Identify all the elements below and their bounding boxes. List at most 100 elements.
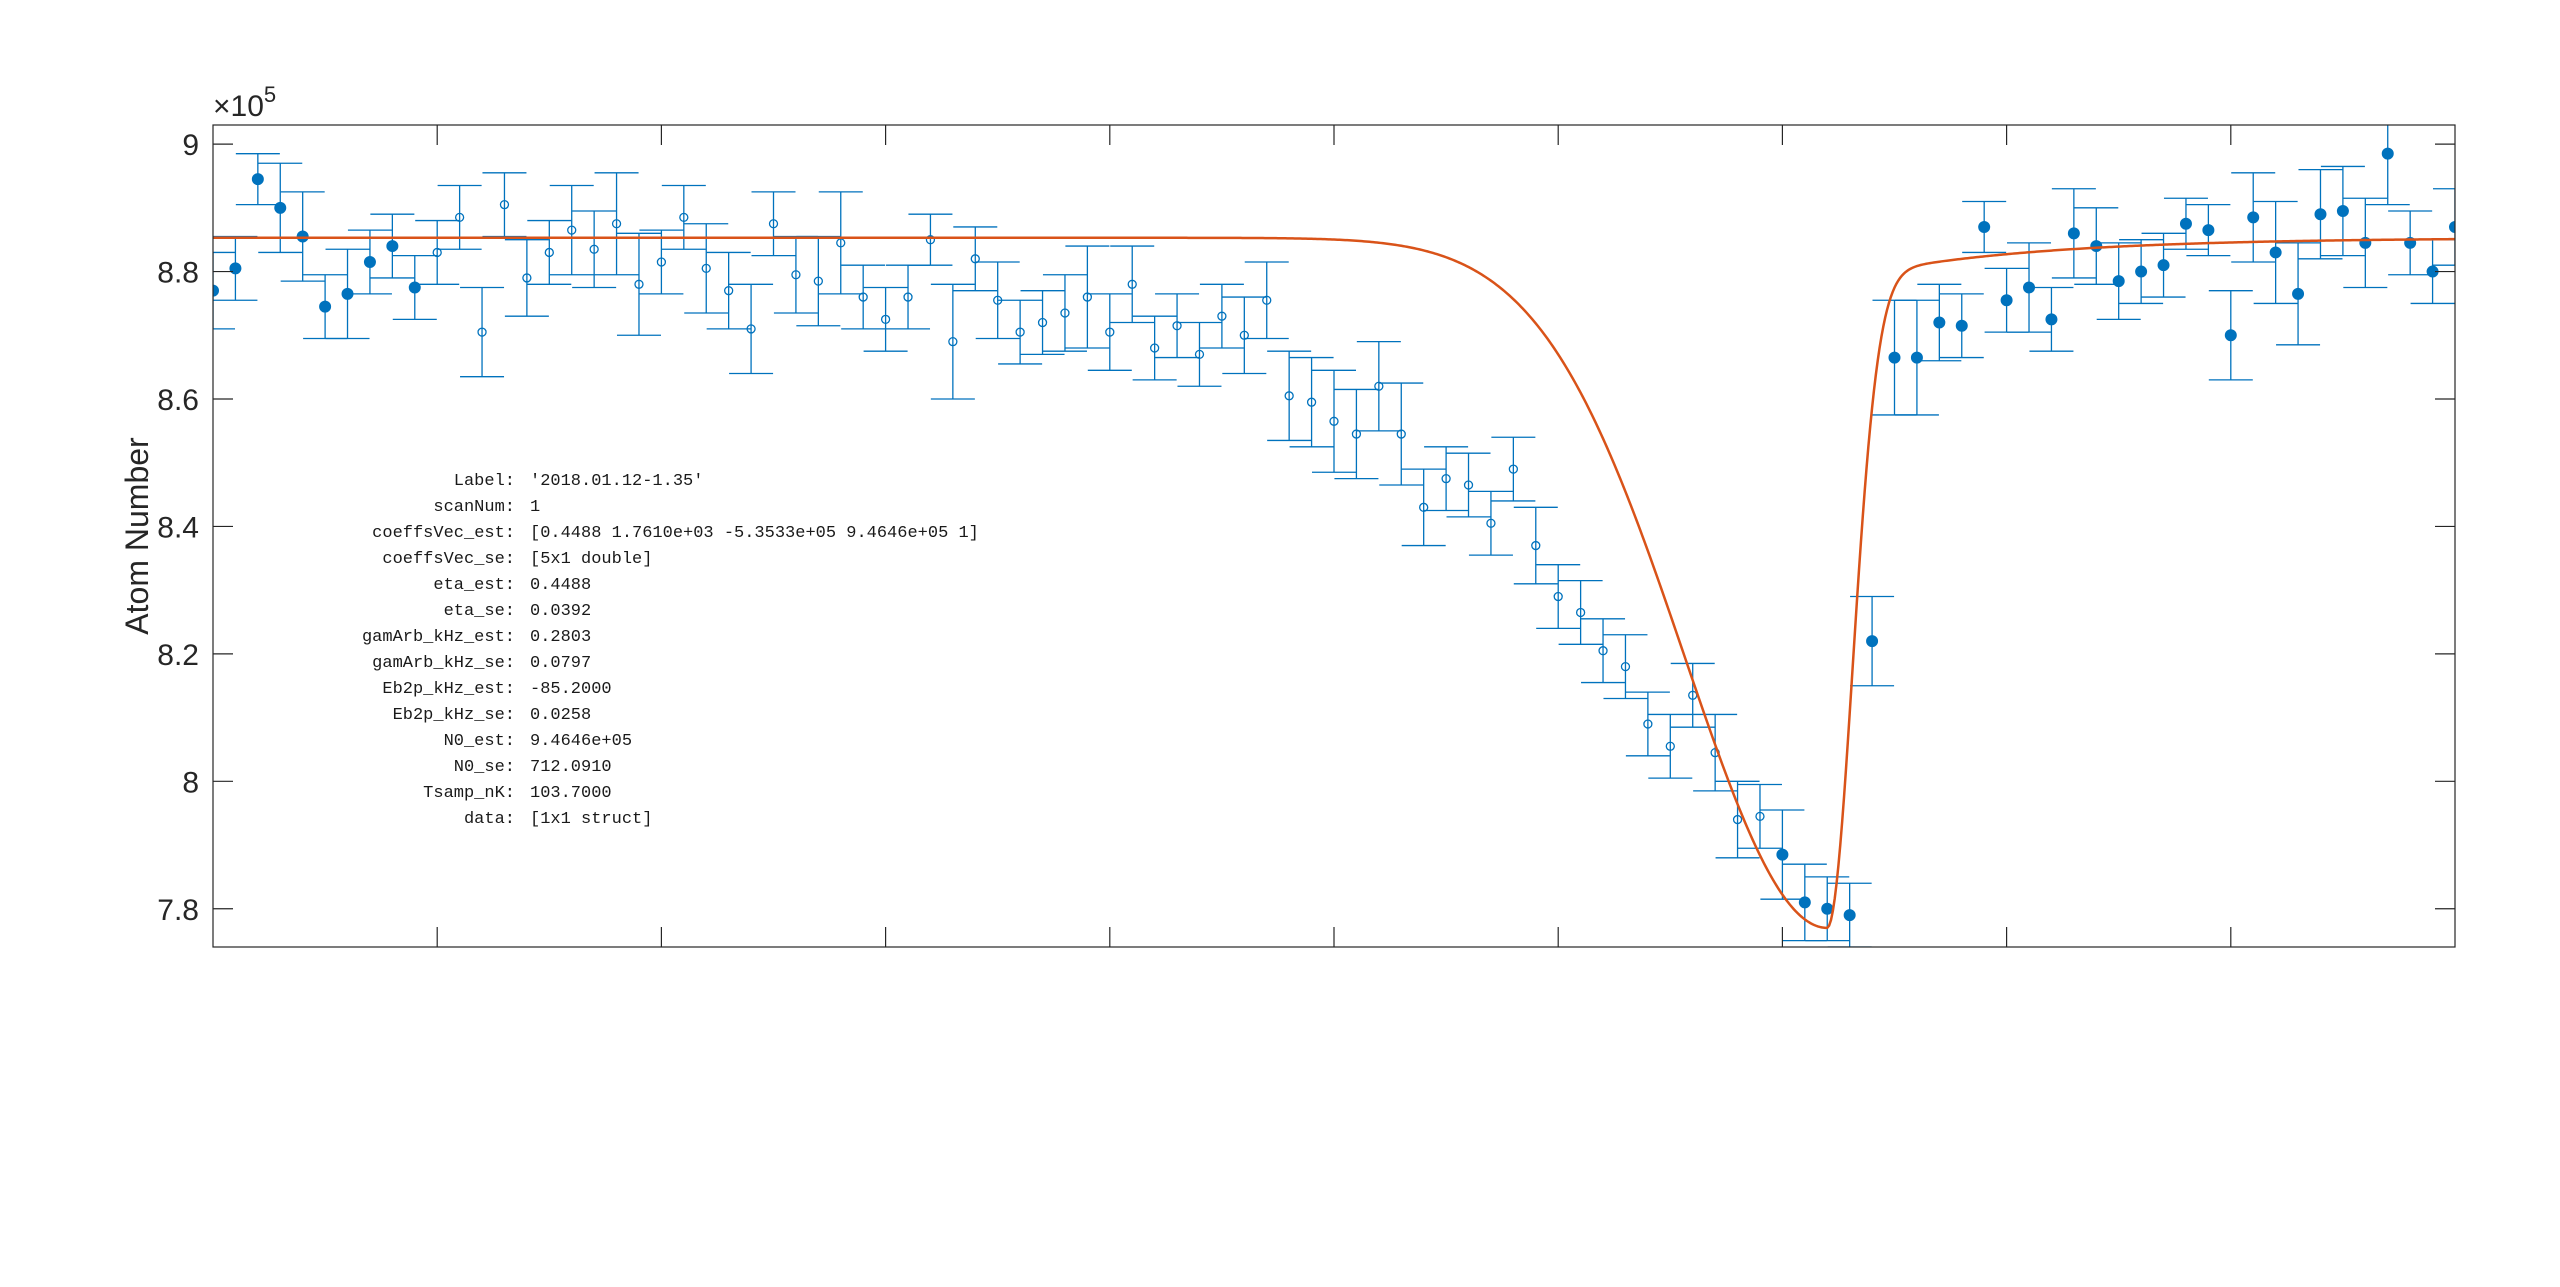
data-point-open — [768, 219, 779, 229]
data-point-open — [880, 314, 891, 324]
data-point-filled — [296, 230, 309, 243]
data-point-open — [791, 270, 801, 280]
annotation-key: N0_est: — [444, 732, 515, 751]
data-point-filled — [2090, 240, 2103, 253]
annotation-value: '2018.01.12-1.35' — [530, 472, 703, 491]
annotation-key: Eb2p_kHz_est: — [382, 680, 515, 699]
data-point-filled — [2000, 294, 2013, 307]
data-point-open — [1665, 741, 1675, 751]
data-point-filled — [1798, 896, 1811, 909]
data-point-filled — [2314, 208, 2327, 221]
data-point-filled — [1955, 319, 1968, 332]
annotation-key: gamArb_kHz_se: — [372, 654, 515, 673]
data-point-filled — [2067, 227, 2080, 240]
data-point-filled — [2269, 246, 2282, 259]
data-point-open — [477, 327, 487, 337]
annotation-key: gamArb_kHz_est: — [362, 628, 515, 647]
data-point-open — [1105, 327, 1115, 337]
data-point-open — [1172, 321, 1182, 331]
data-point-filled — [251, 173, 264, 186]
data-point-filled — [1866, 635, 1879, 648]
data-point-open — [1351, 429, 1362, 439]
annotation-value: 712.0910 — [530, 758, 612, 777]
data-point-open — [634, 279, 644, 289]
data-point-open — [1486, 518, 1496, 528]
annotation-value: 1 — [530, 498, 540, 517]
data-point-filled — [2336, 205, 2349, 218]
annotation-value: [1x1 struct] — [530, 810, 652, 829]
data-point-open — [1329, 416, 1339, 426]
data-point-open — [1553, 591, 1563, 602]
annotation-value: 9.4646e+05 — [530, 732, 632, 751]
annotation-value: 0.4488 — [530, 576, 591, 595]
annotation-key: coeffsVec_se: — [382, 550, 515, 569]
annotation-key: Eb2p_kHz_se: — [393, 706, 515, 725]
data-point-filled — [1843, 909, 1856, 922]
annotation-key: N0_se: — [454, 758, 515, 777]
data-point-filled — [2135, 265, 2148, 278]
y-tick-label: 8.8 — [157, 257, 199, 290]
data-point-filled — [2202, 224, 2215, 237]
data-point-open — [1508, 464, 1519, 474]
data-point-filled — [2247, 211, 2260, 224]
data-point-filled — [229, 262, 242, 275]
data-point-filled — [2179, 217, 2192, 230]
data-point-filled — [363, 256, 376, 268]
data-point-open — [1015, 327, 1025, 337]
annotation-value: -85.2000 — [530, 680, 612, 699]
annotation-key: Tsamp_nK: — [423, 784, 515, 803]
data-point-open — [499, 200, 510, 210]
data-point-open — [858, 292, 868, 302]
y-tick-label: 8.4 — [157, 511, 199, 544]
y-tick-label: 8 — [182, 766, 199, 799]
annotation-key: coeffsVec_est: — [372, 524, 515, 543]
data-point-open — [1239, 330, 1249, 340]
data-point-open — [679, 212, 689, 223]
data-point-filled — [2449, 220, 2455, 233]
data-point-filled — [2112, 275, 2125, 288]
data-point-open — [1755, 811, 1765, 822]
data-point-open — [1463, 480, 1474, 490]
data-point-filled — [1821, 902, 1834, 915]
annotation-value: [5x1 double] — [530, 550, 652, 569]
annotation-value: 103.7000 — [530, 784, 612, 803]
data-point-filled — [2157, 259, 2170, 272]
data-point-open — [567, 225, 577, 235]
data-point-filled — [2224, 329, 2237, 342]
plot-area — [213, 125, 2455, 947]
data-point-open — [1037, 317, 1048, 328]
annotation-value: 0.2803 — [530, 628, 591, 647]
data-point-filled — [1910, 351, 1923, 364]
annotation-key: data: — [464, 810, 515, 829]
data-point-filled — [408, 281, 421, 294]
data-point-open — [1419, 502, 1429, 512]
annotation-value: [0.4488 1.7610e+03 -5.3533e+05 9.4646e+0… — [530, 524, 979, 543]
annotation-key: scanNum: — [433, 498, 515, 517]
data-point-open — [1284, 391, 1294, 401]
data-point-open — [948, 337, 958, 347]
annotation-key: eta_est: — [433, 576, 515, 595]
data-point-open — [1396, 429, 1406, 439]
data-point-filled — [2381, 147, 2394, 160]
data-point-filled — [1978, 220, 1991, 233]
data-point-open — [813, 276, 823, 286]
data-point-open — [701, 263, 711, 274]
data-point-filled — [2292, 287, 2305, 300]
data-point-open — [1643, 719, 1653, 729]
data-point-open — [903, 292, 913, 302]
data-point-filled — [319, 300, 332, 313]
data-point-open — [1441, 474, 1451, 484]
data-point-open — [1194, 349, 1205, 360]
data-point-open — [1060, 308, 1070, 318]
data-point-filled — [213, 284, 219, 297]
data-point-open — [970, 254, 980, 264]
data-point-open — [611, 219, 622, 229]
y-axis-label: Atom Number — [119, 437, 155, 635]
data-point-open — [454, 212, 465, 223]
data-point-open — [1217, 311, 1227, 321]
y-exponent-label: ×105 — [213, 82, 276, 123]
data-point-open — [1732, 814, 1743, 825]
annotation-value: 0.0797 — [530, 654, 591, 673]
y-tick-label: 7.8 — [157, 894, 199, 927]
data-point-open — [1374, 381, 1384, 391]
